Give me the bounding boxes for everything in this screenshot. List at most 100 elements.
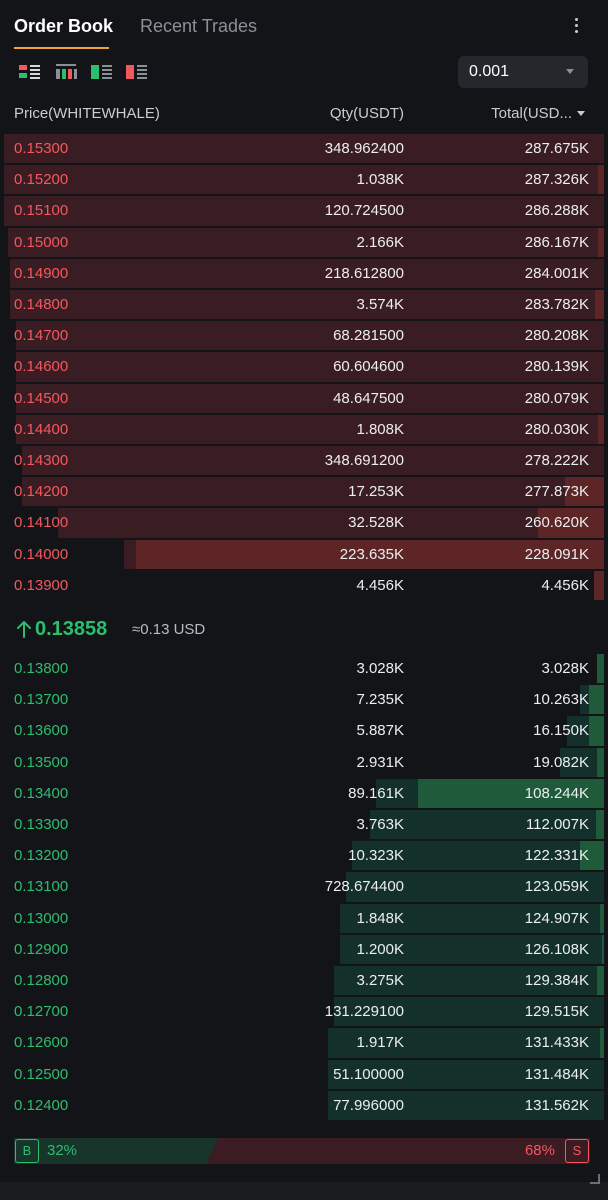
ask-row[interactable]: 0.14400 1.808K 280.030K — [0, 414, 608, 445]
total-cell: 129.515K — [524, 1003, 589, 1021]
more-options-icon[interactable] — [566, 14, 586, 38]
ask-row[interactable]: 0.14700 68.281500 280.208K — [0, 320, 608, 351]
view-asks-icon[interactable] — [126, 64, 148, 80]
ask-row[interactable]: 0.15200 1.038K 287.326K — [0, 164, 608, 195]
ask-row[interactable]: 0.15300 348.962400 287.675K — [0, 133, 608, 164]
price-cell: 0.14200 — [14, 483, 69, 501]
resize-handle-icon[interactable] — [590, 1174, 600, 1184]
bid-row[interactable]: 0.13700 7.235K 10.263K — [0, 684, 608, 715]
depth-bar-total — [559, 747, 604, 777]
depth-bar-qty — [565, 477, 604, 507]
price-cell: 0.13800 — [14, 660, 69, 677]
total-cell: 280.079K — [524, 389, 589, 407]
depth-bar-qty — [580, 841, 604, 871]
ask-row[interactable]: 0.15100 120.724500 286.288K — [0, 195, 608, 226]
qty-cell: 51.100000 — [333, 1065, 404, 1083]
sell-percentage: 68% — [524, 1142, 555, 1159]
qty-cell: 348.962400 — [324, 140, 404, 157]
qty-cell: 89.161K — [348, 784, 404, 802]
active-tab-indicator — [14, 47, 109, 49]
depth-bar-total — [16, 321, 604, 351]
qty-cell: 48.647500 — [333, 389, 404, 407]
depth-bar-total — [16, 352, 604, 382]
tab-recent-trades[interactable]: Recent Trades — [140, 16, 258, 36]
view-depth-icon[interactable] — [56, 64, 78, 80]
depth-bar-total — [4, 165, 604, 195]
bid-row[interactable]: 0.13000 1.848K 124.907K — [0, 903, 608, 934]
qty-cell: 5.887K — [356, 722, 404, 740]
view-bids-icon[interactable] — [91, 64, 113, 80]
depth-bar-total — [352, 841, 604, 871]
ask-row[interactable]: 0.14900 218.612800 284.001K — [0, 258, 608, 289]
bid-row[interactable]: 0.13100 728.674400 123.059K — [0, 871, 608, 902]
sort-caret-icon[interactable] — [577, 111, 585, 116]
ask-row[interactable]: 0.14600 60.604600 280.139K — [0, 351, 608, 382]
price-cell: 0.14500 — [14, 389, 69, 407]
bid-row[interactable]: 0.12500 51.100000 131.484K — [0, 1059, 608, 1090]
depth-bar-qty — [589, 716, 604, 746]
price-cell: 0.13900 — [14, 576, 69, 594]
ask-row[interactable]: 0.14300 348.691200 278.222K — [0, 445, 608, 476]
price-cell: 0.13000 — [14, 909, 69, 927]
qty-cell: 7.235K — [356, 691, 404, 709]
ask-row[interactable]: 0.14800 3.574K 283.782K — [0, 289, 608, 320]
header-qty: Qty(USDT) — [329, 105, 404, 122]
depth-bar-total — [334, 997, 604, 1027]
depth-bar-qty — [597, 966, 604, 996]
total-cell: 277.873K — [524, 483, 589, 501]
mid-price-row: 0.13858 ≈0.13 USD — [0, 612, 608, 646]
depth-bar-qty — [600, 903, 604, 933]
price-cell: 0.14100 — [14, 514, 69, 532]
depth-bar-qty — [598, 165, 604, 195]
depth-bar-total — [340, 934, 604, 964]
qty-cell: 4.456K — [356, 576, 404, 594]
ask-row[interactable]: 0.14100 32.528K 260.620K — [0, 507, 608, 538]
tab-order-book[interactable]: Order Book — [14, 16, 114, 36]
qty-cell: 2.166K — [356, 233, 404, 251]
bid-row[interactable]: 0.13400 89.161K 108.244K — [0, 778, 608, 809]
total-cell: 131.484K — [524, 1065, 589, 1083]
qty-cell: 728.674400 — [324, 878, 404, 896]
bid-row[interactable]: 0.12900 1.200K 126.108K — [0, 934, 608, 965]
total-cell: 280.139K — [524, 358, 589, 376]
view-both-icon[interactable] — [19, 64, 41, 80]
bid-row[interactable]: 0.13200 10.323K 122.331K — [0, 840, 608, 871]
bid-row[interactable]: 0.12700 131.229100 129.515K — [0, 996, 608, 1027]
bid-row[interactable]: 0.12400 77.996000 131.562K — [0, 1090, 608, 1121]
price-cell: 0.12500 — [14, 1065, 69, 1083]
ask-row[interactable]: 0.14200 17.253K 277.873K — [0, 476, 608, 507]
price-cell: 0.13700 — [14, 691, 69, 709]
bid-row[interactable]: 0.12600 1.917K 131.433K — [0, 1027, 608, 1058]
total-cell: 228.091K — [524, 545, 589, 563]
ask-row[interactable]: 0.14000 223.635K 228.091K — [0, 539, 608, 570]
bid-row[interactable]: 0.13600 5.887K 16.150K — [0, 715, 608, 746]
header-total[interactable]: Total(USD... — [491, 105, 572, 122]
total-cell: 280.208K — [524, 327, 589, 345]
depth-bar-total — [328, 1090, 604, 1120]
ask-row[interactable]: 0.15000 2.166K 286.167K — [0, 227, 608, 258]
total-cell: 284.001K — [524, 264, 589, 282]
total-cell: 129.384K — [524, 972, 589, 989]
precision-select[interactable]: 0.001 — [458, 56, 588, 88]
bid-row[interactable]: 0.13300 3.763K 112.007K — [0, 809, 608, 840]
depth-bar-total — [346, 872, 604, 902]
total-cell: 283.782K — [524, 296, 589, 313]
ask-row[interactable]: 0.14500 48.647500 280.079K — [0, 383, 608, 414]
bid-row[interactable]: 0.12800 3.275K 129.384K — [0, 965, 608, 996]
depth-bar-qty — [596, 747, 604, 777]
price-cell: 0.14900 — [14, 264, 69, 282]
last-price: 0.13858 — [35, 618, 108, 640]
total-cell: 4.456K — [541, 576, 589, 594]
qty-cell: 68.281500 — [333, 327, 404, 345]
last-price-usd: ≈0.13 USD — [132, 621, 206, 638]
depth-bar-qty — [418, 778, 604, 808]
depth-bar-qty — [595, 290, 604, 320]
bid-row[interactable]: 0.13800 3.028K 3.028K — [0, 653, 608, 684]
price-cell: 0.12600 — [14, 1034, 69, 1052]
price-cell: 0.14600 — [14, 358, 69, 376]
qty-cell: 60.604600 — [333, 358, 404, 376]
depth-bar-total — [10, 258, 604, 288]
ask-row[interactable]: 0.13900 4.456K 4.456K — [0, 570, 608, 601]
tab-bar: Order Book Recent Trades — [0, 0, 608, 52]
bid-row[interactable]: 0.13500 2.931K 19.082K — [0, 747, 608, 778]
